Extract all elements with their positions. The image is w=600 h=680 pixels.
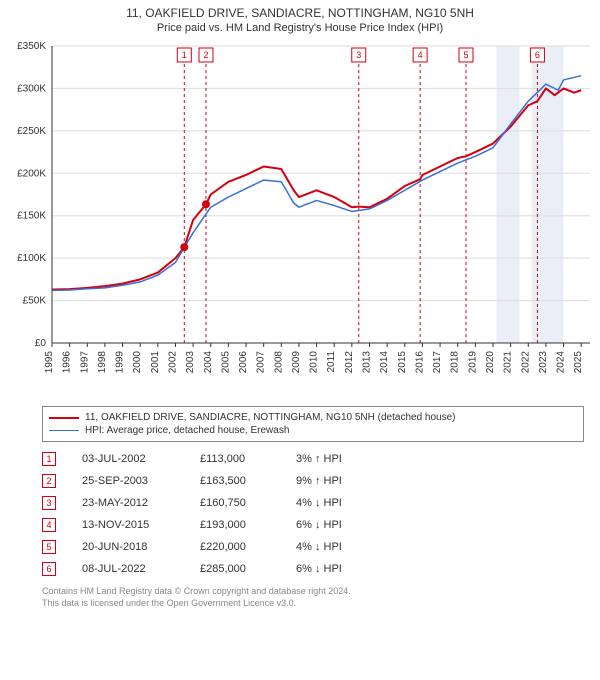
svg-text:1998: 1998 — [97, 351, 108, 374]
svg-text:£150K: £150K — [17, 211, 46, 222]
sale-diff: 4% ↓ HPI — [296, 541, 376, 553]
footer-line-2: This data is licensed under the Open Gov… — [42, 598, 584, 610]
svg-text:2004: 2004 — [203, 351, 214, 374]
sale-date: 03-JUL-2002 — [82, 453, 174, 465]
sale-marker: 5 — [42, 540, 56, 554]
sale-marker: 3 — [42, 496, 56, 510]
legend-row: 11, OAKFIELD DRIVE, SANDIACRE, NOTTINGHA… — [49, 411, 577, 424]
legend-swatch — [49, 417, 79, 419]
svg-text:£250K: £250K — [17, 126, 46, 137]
svg-text:3: 3 — [356, 50, 361, 60]
page-title: 11, OAKFIELD DRIVE, SANDIACRE, NOTTINGHA… — [0, 0, 600, 20]
svg-text:2020: 2020 — [485, 351, 496, 374]
price-chart: £0 £50K £100K £150K £200K £250K £300K £350K 1 2 3 4… — [0, 38, 600, 398]
svg-text:1: 1 — [182, 50, 187, 60]
svg-text:2012: 2012 — [344, 351, 355, 374]
sale-diff: 6% ↓ HPI — [296, 519, 376, 531]
svg-text:2019: 2019 — [467, 351, 478, 374]
footer-line-1: Contains HM Land Registry data © Crown c… — [42, 586, 584, 598]
svg-text:2006: 2006 — [238, 351, 249, 374]
svg-text:2: 2 — [203, 50, 208, 60]
svg-text:5: 5 — [463, 50, 468, 60]
sale-date: 23-MAY-2012 — [82, 497, 174, 509]
svg-text:2018: 2018 — [450, 351, 461, 374]
svg-text:2007: 2007 — [256, 351, 267, 374]
svg-text:2001: 2001 — [150, 351, 161, 374]
svg-text:1999: 1999 — [115, 351, 126, 374]
sale-row: 4 13-NOV-2015 £193,000 6% ↓ HPI — [42, 514, 584, 536]
sale-marker: 2 — [42, 474, 56, 488]
svg-text:2022: 2022 — [520, 351, 531, 374]
page-subtitle: Price paid vs. HM Land Registry's House … — [0, 20, 600, 38]
svg-text:2010: 2010 — [309, 351, 320, 374]
svg-text:2008: 2008 — [273, 351, 284, 374]
svg-text:2009: 2009 — [291, 351, 302, 374]
sale-marker: 6 — [42, 562, 56, 576]
sale-marker: 1 — [42, 452, 56, 466]
sale-date: 25-SEP-2003 — [82, 475, 174, 487]
sale-date: 13-NOV-2015 — [82, 519, 174, 531]
sale-price: £163,500 — [200, 475, 270, 487]
svg-text:4: 4 — [418, 50, 423, 60]
sale-date: 08-JUL-2022 — [82, 563, 174, 575]
svg-text:£200K: £200K — [17, 168, 46, 179]
footer-attribution: Contains HM Land Registry data © Crown c… — [42, 586, 584, 609]
svg-text:£300K: £300K — [17, 83, 46, 94]
svg-text:2024: 2024 — [556, 351, 567, 374]
sale-diff: 9% ↑ HPI — [296, 475, 376, 487]
svg-text:1995: 1995 — [44, 351, 55, 374]
sale-price: £113,000 — [200, 453, 270, 465]
svg-text:2014: 2014 — [379, 351, 390, 374]
sale-price: £285,000 — [200, 563, 270, 575]
sale-diff: 3% ↑ HPI — [296, 453, 376, 465]
sale-row: 5 20-JUN-2018 £220,000 4% ↓ HPI — [42, 536, 584, 558]
svg-text:2011: 2011 — [326, 351, 337, 373]
svg-text:2002: 2002 — [167, 351, 178, 374]
svg-text:2013: 2013 — [362, 351, 373, 374]
svg-text:2025: 2025 — [573, 351, 584, 374]
sale-row: 3 23-MAY-2012 £160,750 4% ↓ HPI — [42, 492, 584, 514]
legend-label: 11, OAKFIELD DRIVE, SANDIACRE, NOTTINGHA… — [85, 412, 455, 423]
svg-text:2023: 2023 — [538, 351, 549, 374]
sale-marker: 4 — [42, 518, 56, 532]
svg-text:£350K: £350K — [17, 41, 46, 52]
legend: 11, OAKFIELD DRIVE, SANDIACRE, NOTTINGHA… — [42, 406, 584, 442]
sale-diff: 4% ↓ HPI — [296, 497, 376, 509]
sale-row: 1 03-JUL-2002 £113,000 3% ↑ HPI — [42, 448, 584, 470]
svg-text:2005: 2005 — [220, 351, 231, 374]
sale-price: £193,000 — [200, 519, 270, 531]
legend-row: HPI: Average price, detached house, Erew… — [49, 424, 577, 437]
sale-date: 20-JUN-2018 — [82, 541, 174, 553]
sale-row: 2 25-SEP-2003 £163,500 9% ↑ HPI — [42, 470, 584, 492]
svg-text:2000: 2000 — [132, 351, 143, 374]
svg-text:2015: 2015 — [397, 351, 408, 374]
svg-text:2003: 2003 — [185, 351, 196, 374]
svg-text:£100K: £100K — [17, 253, 46, 264]
sale-price: £160,750 — [200, 497, 270, 509]
svg-text:£50K: £50K — [23, 296, 47, 307]
sale-row: 6 08-JUL-2022 £285,000 6% ↓ HPI — [42, 558, 584, 580]
svg-text:2021: 2021 — [503, 351, 514, 374]
sale-price: £220,000 — [200, 541, 270, 553]
svg-text:1997: 1997 — [79, 351, 90, 374]
svg-text:6: 6 — [535, 50, 540, 60]
svg-text:£0: £0 — [35, 338, 47, 349]
legend-swatch — [49, 430, 79, 431]
sale-diff: 6% ↓ HPI — [296, 563, 376, 575]
svg-text:2017: 2017 — [432, 351, 443, 374]
sales-table: 1 03-JUL-2002 £113,000 3% ↑ HPI 2 25-SEP-2003… — [42, 448, 584, 580]
legend-label: HPI: Average price, detached house, Erew… — [85, 425, 289, 436]
svg-text:1996: 1996 — [62, 351, 73, 374]
svg-text:2016: 2016 — [414, 351, 425, 374]
